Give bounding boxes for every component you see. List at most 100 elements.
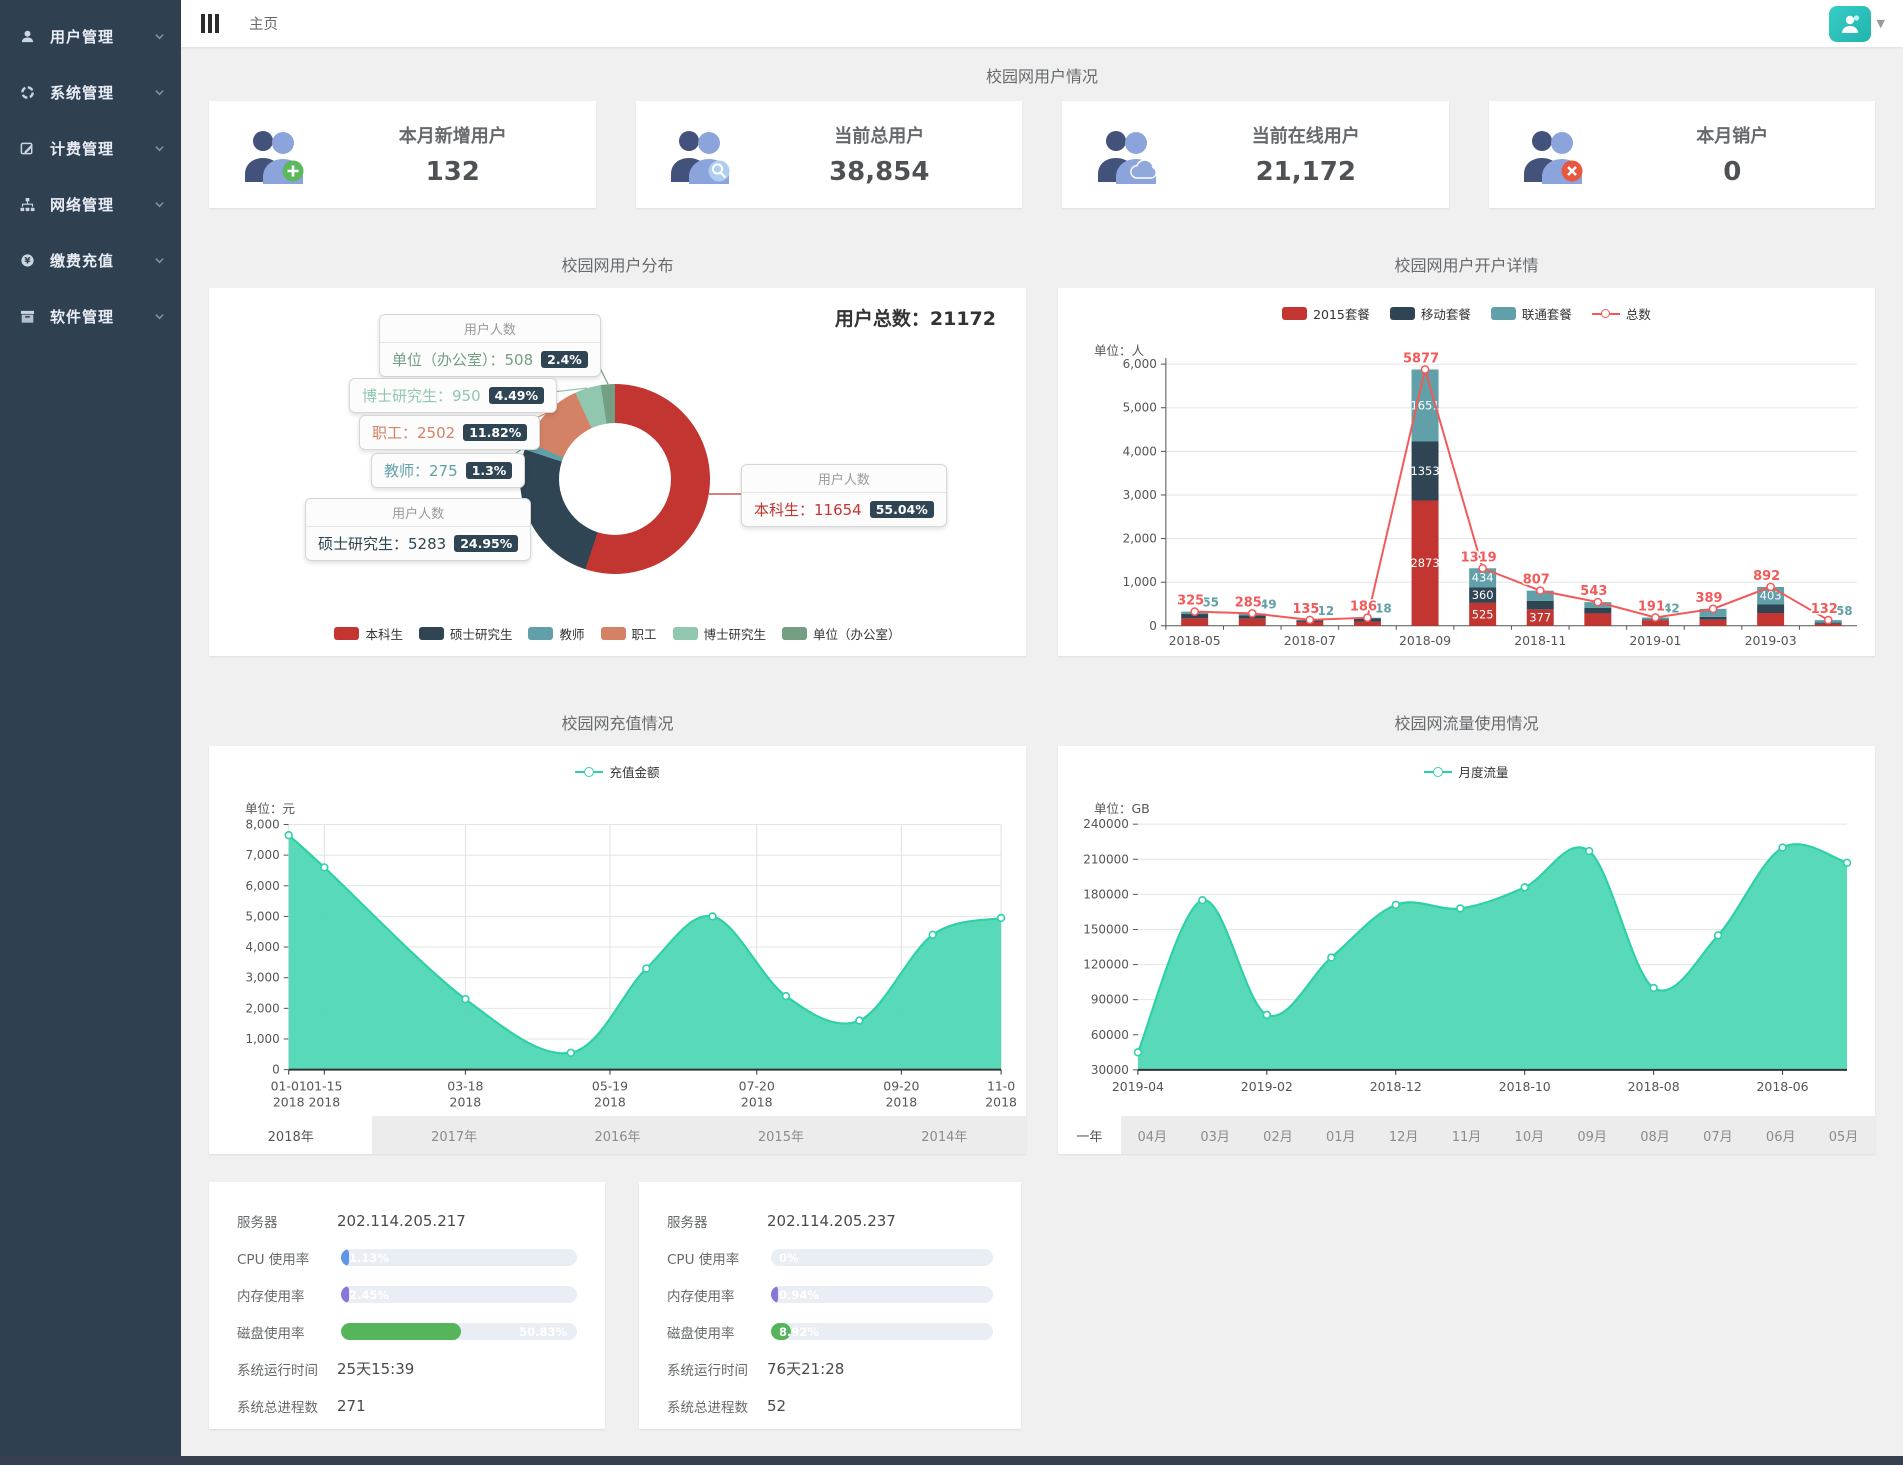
- bar-legend-item-2[interactable]: 联通套餐: [1490, 304, 1572, 323]
- uptime-label: 系统运行时间: [237, 1362, 318, 1379]
- legend-label: 教师: [559, 627, 585, 642]
- callout-value: 单位（办公室）：508: [392, 351, 534, 369]
- svg-text:11-0: 11-0: [987, 1079, 1015, 1094]
- svg-text:60000: 60000: [1091, 1028, 1129, 1042]
- svg-text:180000: 180000: [1083, 887, 1129, 901]
- svg-text:2018: 2018: [450, 1094, 482, 1109]
- donut-legend-item-0[interactable]: 本科生: [334, 624, 403, 643]
- legend-swatch-icon: [1490, 307, 1516, 320]
- legend-swatch-icon: [672, 627, 698, 640]
- svg-text:2018: 2018: [741, 1094, 773, 1109]
- breadcrumb-home[interactable]: 主页: [249, 17, 278, 33]
- donut-legend-item-1[interactable]: 硕士研究生: [418, 624, 512, 643]
- year-tab-2[interactable]: 2016年: [594, 1129, 641, 1145]
- disk-progress-value: 8.92%: [779, 1324, 819, 1339]
- users-cloud-icon: [1062, 125, 1197, 185]
- svg-text:403: 403: [1760, 589, 1782, 603]
- month-tab-8[interactable]: 09月: [1577, 1129, 1607, 1145]
- legend-item-traffic[interactable]: 月度流量: [1424, 762, 1509, 781]
- donut-legend-item-3[interactable]: 职工: [600, 624, 657, 643]
- traffic-chart-card: 月度流量 单位：GB 30000 60000 90000 120000 150000 18…: [1058, 746, 1875, 1154]
- stat-label: 本月新增用户: [398, 126, 507, 147]
- month-tab-0[interactable]: 一年: [1058, 1116, 1121, 1154]
- sidebar-item-recharge[interactable]: ¥ 缴费充值: [0, 232, 181, 288]
- legend-label: 移动套餐: [1420, 307, 1471, 322]
- sidebar-item-system[interactable]: 系统管理: [0, 64, 181, 120]
- cpu-progress-value: 1.13%: [349, 1250, 389, 1265]
- svg-text:2018-09: 2018-09: [1399, 633, 1451, 648]
- legend-item-recharge[interactable]: 充值金额: [575, 762, 660, 781]
- month-tab-6[interactable]: 11月: [1451, 1129, 1482, 1145]
- month-tab-2[interactable]: 03月: [1200, 1129, 1230, 1145]
- bar-legend-item-0[interactable]: 2015套餐: [1282, 304, 1370, 323]
- avatar[interactable]: [1828, 5, 1871, 42]
- bar-legend-item-total[interactable]: 总数: [1591, 304, 1651, 323]
- svg-text:4,000: 4,000: [1123, 444, 1157, 458]
- month-tab-5[interactable]: 12月: [1388, 1129, 1419, 1145]
- month-tab-9[interactable]: 08月: [1640, 1129, 1670, 1145]
- disk-label: 磁盘使用率: [667, 1325, 735, 1342]
- donut-legend-item-2[interactable]: 教师: [528, 624, 585, 643]
- month-tab-12[interactable]: 05月: [1828, 1129, 1859, 1145]
- month-tab-4[interactable]: 01月: [1326, 1129, 1356, 1145]
- month-tab-1[interactable]: 04月: [1137, 1129, 1168, 1145]
- chevron-down-icon: [154, 255, 165, 266]
- legend-swatch-icon: [1389, 307, 1415, 320]
- month-tabs: 一年 04月 03月 02月 01月 12月 11月 10月 09月 08月 07月 06月 05月: [1058, 1116, 1875, 1154]
- process-count-value: 271: [337, 1396, 366, 1415]
- legend-label: 2015套餐: [1313, 307, 1370, 322]
- bar-chart: 0 1,000 2,000 3,000 4,000 5,000 6,000 55 2018-05…: [1123, 350, 1858, 648]
- bar-legend-item-1[interactable]: 移动套餐: [1389, 304, 1471, 323]
- sidebar-item-label: 用户管理: [50, 27, 115, 46]
- year-tabs: 2018年 2017年 2016年 2015年 2014年: [209, 1116, 1026, 1154]
- server-ip: 202.114.205.237: [767, 1211, 896, 1230]
- unit-label: 单位：GB: [1094, 801, 1150, 816]
- month-tab-3[interactable]: 02月: [1263, 1129, 1293, 1145]
- year-tab-0[interactable]: 2018年: [209, 1116, 373, 1154]
- svg-text:1353: 1353: [1410, 464, 1439, 478]
- chevron-down-icon: [154, 31, 165, 42]
- line-dot-marker-icon: [575, 765, 604, 778]
- recharge-icon: ¥: [20, 253, 50, 268]
- donut-legend-item-4[interactable]: 博士研究生: [672, 624, 766, 643]
- svg-text:12: 12: [1318, 604, 1335, 618]
- sidebar-item-software[interactable]: 软件管理: [0, 288, 181, 344]
- svg-text:09-20: 09-20: [883, 1079, 919, 1094]
- chevron-down-icon: [154, 311, 165, 322]
- svg-text:2018: 2018: [594, 1094, 626, 1109]
- month-tab-7[interactable]: 10月: [1514, 1129, 1545, 1145]
- svg-text:132: 132: [1811, 602, 1838, 617]
- cpu-progress-bar: 1.13%: [341, 1249, 577, 1266]
- svg-text:2,000: 2,000: [1123, 532, 1157, 546]
- sidebar-item-network[interactable]: 网络管理: [0, 176, 181, 232]
- year-tab-3[interactable]: 2015年: [757, 1129, 804, 1145]
- svg-text:543: 543: [1580, 584, 1607, 599]
- server-label: 服务器: [667, 1214, 708, 1231]
- legend-label: 总数: [1625, 307, 1651, 322]
- callout-percent: 1.3%: [465, 462, 513, 479]
- chevron-down-icon[interactable]: ▼: [1876, 17, 1885, 30]
- month-tab-10[interactable]: 07月: [1703, 1129, 1733, 1145]
- panel-traffic: 校园网流量使用情况 月度流量 单位：GB 30000 60000 90000 1200…: [1058, 656, 1875, 1154]
- legend-label: 本科生: [365, 627, 403, 642]
- svg-text:1,000: 1,000: [1123, 575, 1157, 589]
- donut-legend-item-5[interactable]: 单位（办公室）: [782, 624, 901, 643]
- callout-4: 博士研究生：950 4.49%: [349, 378, 558, 413]
- cpu-progress-value: 0%: [779, 1250, 799, 1265]
- month-tab-11[interactable]: 06月: [1765, 1129, 1796, 1145]
- sidebar-item-label: 软件管理: [50, 307, 115, 326]
- panel-title: 校园网流量使用情况: [1394, 714, 1539, 733]
- callout-5: 用户人数 单位（办公室）：508 2.4%: [379, 314, 601, 377]
- sidebar-item-billing[interactable]: 计费管理: [0, 120, 181, 176]
- svg-text:90000: 90000: [1091, 993, 1129, 1007]
- stat-label: 本月销户: [1696, 126, 1769, 147]
- sidebar-item-label: 缴费充值: [50, 251, 115, 270]
- callout-percent: 55.04%: [869, 501, 934, 518]
- panel-title: 校园网用户开户详情: [1394, 256, 1539, 275]
- year-tab-4[interactable]: 2014年: [921, 1129, 968, 1145]
- svg-text:191: 191: [1638, 599, 1665, 614]
- sidebar-item-users[interactable]: 用户管理: [0, 8, 181, 64]
- year-tab-1[interactable]: 2017年: [431, 1129, 478, 1145]
- memory-label: 内存使用率: [237, 1288, 305, 1305]
- menu-toggle-icon[interactable]: [197, 10, 223, 37]
